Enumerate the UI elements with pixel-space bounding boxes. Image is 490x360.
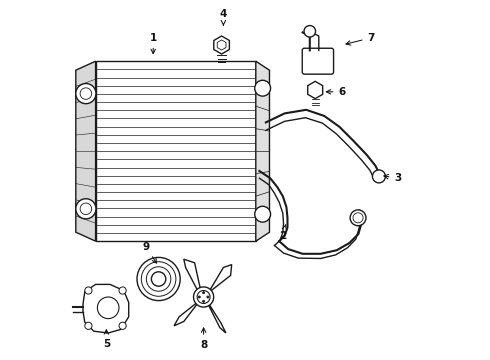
Text: 6: 6 <box>326 87 346 97</box>
Polygon shape <box>174 299 202 326</box>
Circle shape <box>255 80 270 96</box>
Text: 3: 3 <box>384 173 402 183</box>
Circle shape <box>304 26 316 37</box>
Circle shape <box>76 84 96 104</box>
Polygon shape <box>76 61 96 241</box>
Circle shape <box>194 287 214 307</box>
Circle shape <box>85 287 92 294</box>
Text: 2: 2 <box>279 225 287 241</box>
Text: 4: 4 <box>220 9 227 25</box>
Circle shape <box>137 257 180 301</box>
Text: 9: 9 <box>143 242 156 263</box>
Text: 8: 8 <box>200 328 207 350</box>
Circle shape <box>255 206 270 222</box>
Circle shape <box>198 296 200 298</box>
Circle shape <box>80 88 92 99</box>
Circle shape <box>141 262 176 296</box>
Circle shape <box>147 267 171 291</box>
Text: 1: 1 <box>149 33 157 54</box>
Circle shape <box>119 322 126 329</box>
Circle shape <box>202 292 205 294</box>
Circle shape <box>350 210 366 226</box>
Circle shape <box>119 287 126 294</box>
Circle shape <box>76 199 96 219</box>
Circle shape <box>98 297 119 319</box>
Circle shape <box>85 322 92 329</box>
Polygon shape <box>205 265 232 295</box>
Circle shape <box>353 213 363 223</box>
Circle shape <box>80 203 92 215</box>
Polygon shape <box>83 284 129 333</box>
Circle shape <box>207 296 209 298</box>
Polygon shape <box>184 259 202 295</box>
Circle shape <box>197 291 210 303</box>
Text: 5: 5 <box>103 330 110 349</box>
Polygon shape <box>256 61 270 241</box>
Polygon shape <box>96 61 256 241</box>
Polygon shape <box>205 299 226 333</box>
Text: 7: 7 <box>346 33 375 45</box>
FancyBboxPatch shape <box>302 48 334 74</box>
Circle shape <box>151 272 166 286</box>
Circle shape <box>202 300 205 302</box>
Circle shape <box>372 170 386 183</box>
